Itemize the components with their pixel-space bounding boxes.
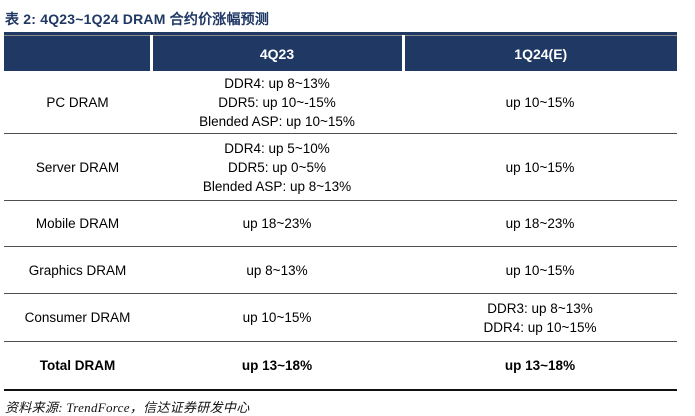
header-row: 4Q23 1Q24(E) [4, 35, 677, 71]
cell-4q23: up 10~15% [151, 293, 403, 342]
cell-4q23: up 13~18% [151, 341, 403, 391]
cell-line: DDR5: up 10~-15% [218, 94, 336, 110]
cell-line: up 10~15% [242, 310, 312, 325]
cell-line: up 10~15% [505, 262, 575, 278]
cell-line: up 13~18% [504, 358, 576, 373]
cell-line: DDR4: up 8~13% [224, 75, 330, 91]
report-table-section: 表 2: 4Q23~1Q24 DRAM 合约价涨幅预测 4Q23 1Q24(E)… [4, 0, 677, 416]
cell-4q23: DDR4: up 8~13% DDR5: up 10~-15% Blended … [151, 71, 403, 134]
row-label: PC DRAM [4, 71, 151, 134]
cell-line: up 18~23% [505, 216, 575, 231]
row-label: Graphics DRAM [4, 246, 151, 294]
table-row: Graphics DRAM up 8~13% up 10~15% [4, 246, 677, 294]
cell-line: DDR4: up 5~10% [224, 140, 330, 156]
cell-line: up 18~23% [242, 216, 312, 231]
cell-line: up 10~15% [505, 94, 575, 110]
cell-1q24e: up 10~15% [403, 133, 677, 201]
cell-1q24e: up 18~23% [403, 200, 677, 247]
cell-line: DDR5: up 0~5% [228, 159, 326, 175]
table-row: PC DRAM DDR4: up 8~13% DDR5: up 10~-15% … [4, 71, 677, 134]
cell-1q24e: up 13~18% [403, 341, 677, 391]
header-cell-4q23: 4Q23 [149, 35, 403, 71]
dram-forecast-table: 4Q23 1Q24(E) PC DRAM DDR4: up 8~13% DDR5… [4, 35, 677, 391]
table-row: Consumer DRAM up 10~15% DDR3: up 8~13% D… [4, 293, 677, 342]
row-label: Consumer DRAM [4, 293, 151, 342]
cell-4q23: up 18~23% [151, 200, 403, 247]
source-note: 资料来源: TrendForce，信达证券研发中心 [5, 400, 250, 415]
cell-4q23: DDR4: up 5~10% DDR5: up 0~5% Blended ASP… [151, 133, 403, 201]
cell-line: up 13~18% [241, 358, 313, 373]
cell-line: DDR3: up 8~13% [487, 300, 593, 316]
cell-line: Blended ASP: up 10~15% [199, 113, 355, 129]
row-label: Total DRAM [4, 341, 151, 391]
header-cell-empty [4, 35, 151, 71]
cell-1q24e: up 10~15% [403, 71, 677, 134]
cell-line: up 10~15% [505, 159, 575, 175]
table-row: Server DRAM DDR4: up 5~10% DDR5: up 0~5%… [4, 133, 677, 201]
cell-line: DDR4: up 10~15% [483, 319, 597, 335]
cell-line: up 8~13% [246, 262, 308, 278]
row-label: Mobile DRAM [4, 200, 151, 247]
cell-4q23: up 8~13% [151, 246, 403, 294]
cell-line: Blended ASP: up 8~13% [202, 178, 352, 194]
header-cell-1q24e: 1Q24(E) [401, 35, 677, 71]
table-title: 表 2: 4Q23~1Q24 DRAM 合约价涨幅预测 [4, 0, 677, 35]
cell-1q24e: up 10~15% [403, 246, 677, 294]
table-row: Mobile DRAM up 18~23% up 18~23% [4, 200, 677, 247]
table-row-total: Total DRAM up 13~18% up 13~18% [4, 341, 677, 391]
cell-1q24e: DDR3: up 8~13% DDR4: up 10~15% [403, 293, 677, 342]
row-label: Server DRAM [4, 133, 151, 201]
